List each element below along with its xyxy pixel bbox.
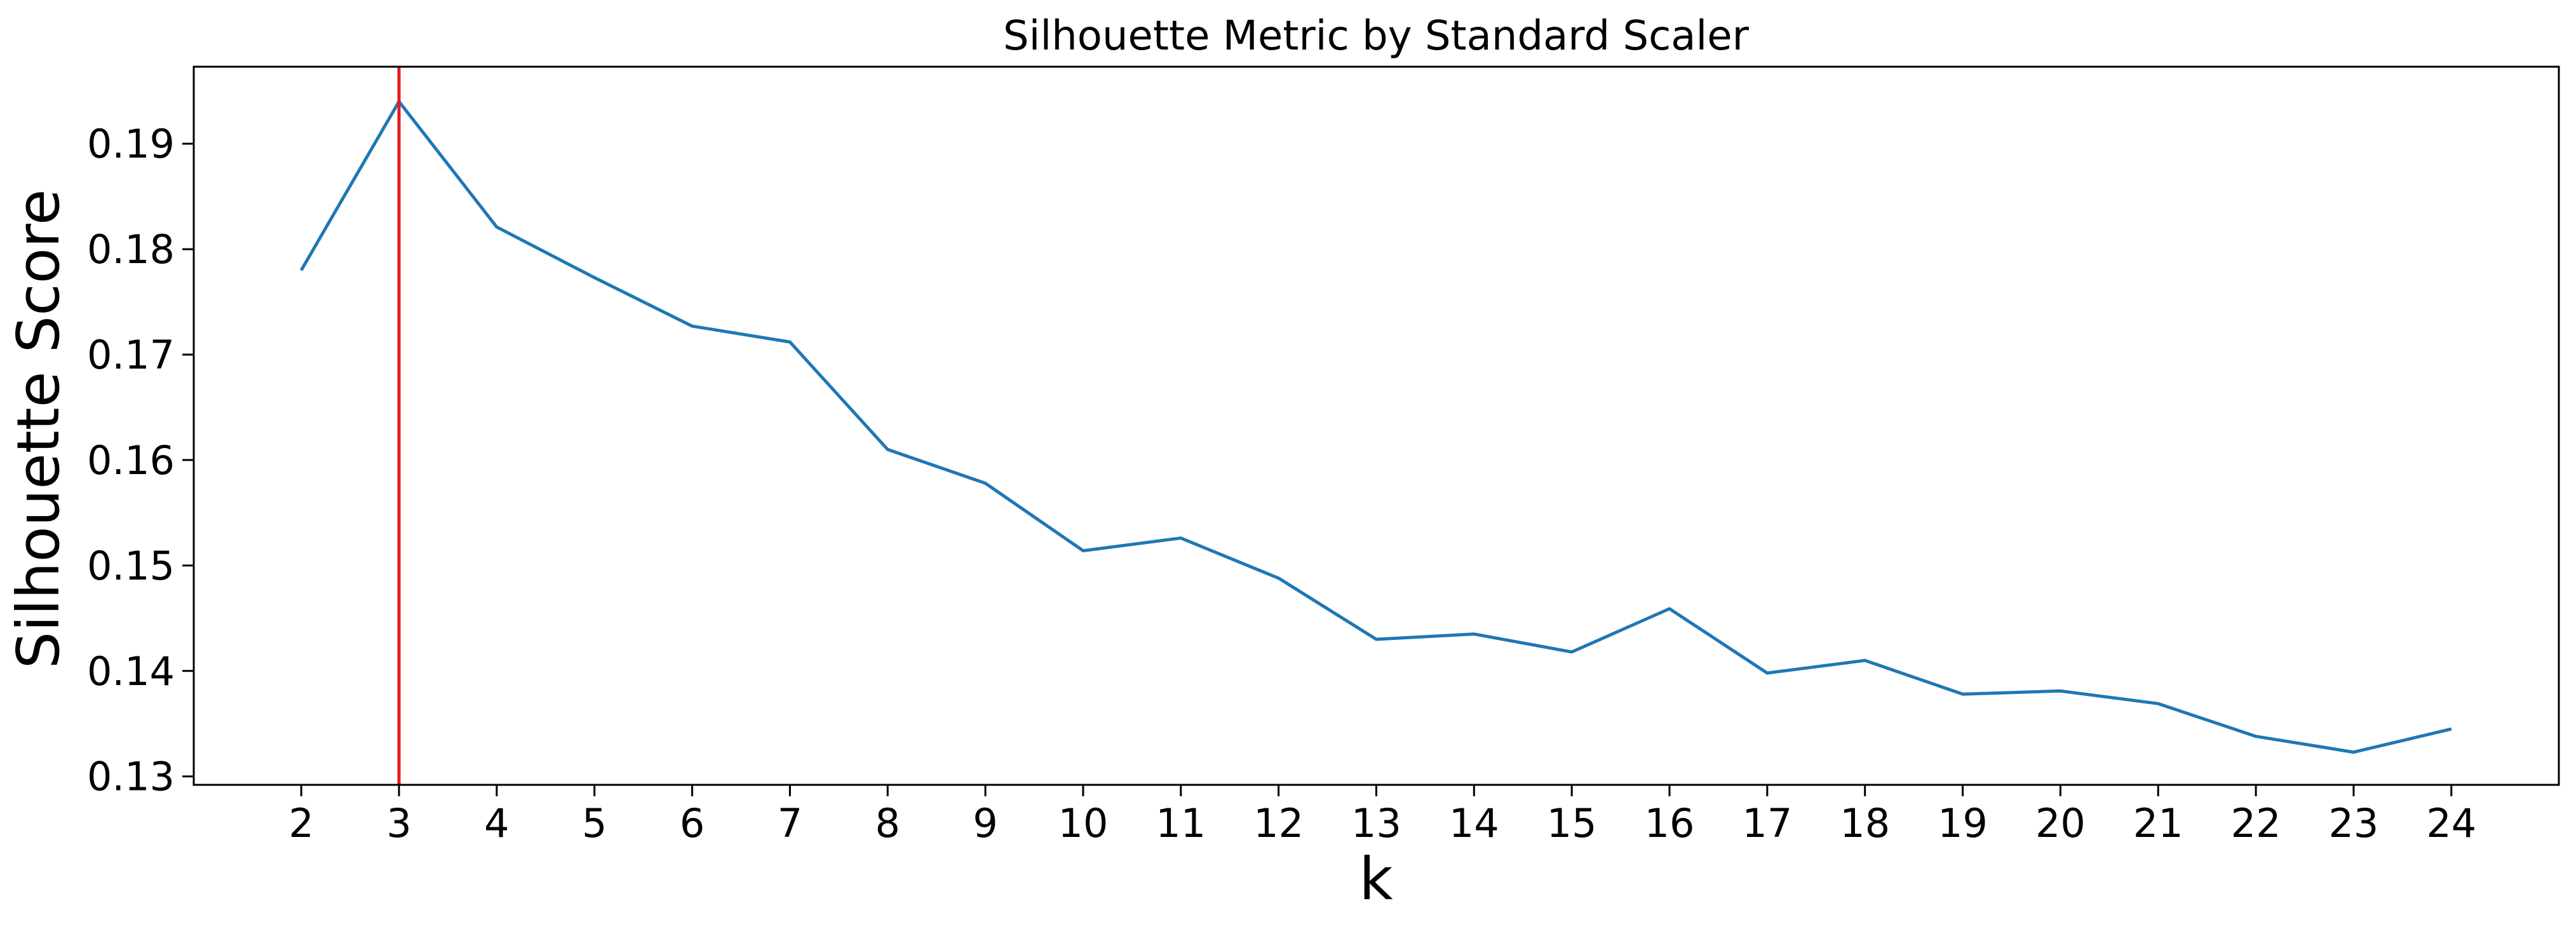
y-tick-label: 0.17: [87, 332, 175, 378]
y-tick-label: 0.18: [87, 226, 175, 273]
data-point: [300, 269, 302, 271]
data-point: [985, 482, 986, 484]
y-tick-label: 0.15: [87, 543, 175, 589]
x-tick-label: 6: [680, 800, 705, 846]
x-tick-label: 9: [973, 800, 997, 846]
x-tick-label: 12: [1253, 800, 1304, 846]
x-tick-label: 8: [875, 800, 900, 846]
plot-marks: [300, 67, 2452, 785]
plot-frame: [192, 65, 2560, 786]
data-point: [2157, 703, 2159, 704]
x-tick-label: 18: [1840, 800, 1890, 846]
x-tick-label: 5: [582, 800, 607, 846]
x-tick-label: 23: [2328, 800, 2378, 846]
x-tick-label: 2: [289, 800, 314, 846]
x-tick-label: 16: [1645, 800, 1695, 846]
x-tick-label: 10: [1058, 800, 1109, 846]
x-tick-label: 13: [1351, 800, 1401, 846]
x-tick-label: 3: [386, 800, 411, 846]
x-tick-label: 24: [2426, 800, 2476, 846]
data-point: [1962, 693, 1964, 695]
x-axis-ticks: 2 3 4 5 6 7 8 9 10 11 12 13 14 15 16 17 18 19 20 21 22 23 24: [289, 785, 2476, 846]
data-point: [1669, 608, 1670, 609]
x-tick-label: 4: [484, 800, 509, 846]
x-tick-label: 11: [1156, 800, 1206, 846]
x-tick-label: 20: [2035, 800, 2086, 846]
y-tick-label: 0.19: [87, 121, 175, 167]
x-tick-label: 19: [1938, 800, 1988, 846]
x-axis-label: k: [1359, 845, 1393, 913]
y-tick-label: 0.13: [87, 754, 175, 800]
x-tick-label: 22: [2231, 800, 2281, 846]
y-tick-label: 0.14: [87, 648, 175, 695]
data-point: [594, 277, 595, 278]
data-point: [887, 449, 888, 450]
data-point: [1376, 639, 1377, 640]
y-axis-ticks: 0.13 0.14 0.15 0.16 0.17 0.18 0.19: [87, 121, 194, 800]
y-tick-label: 0.16: [87, 437, 175, 484]
x-tick-label: 15: [1547, 800, 1597, 846]
data-point: [1082, 550, 1084, 552]
x-tick-label: 21: [2133, 800, 2183, 846]
chart-title: Silhouette Metric by Standard Scaler: [1003, 13, 1750, 60]
x-tick-label: 17: [1742, 800, 1792, 846]
data-point: [496, 226, 497, 228]
x-tick-label: 14: [1449, 800, 1499, 846]
x-tick-label: 7: [778, 800, 802, 846]
y-axis-label: Silhouette Score: [4, 189, 72, 669]
